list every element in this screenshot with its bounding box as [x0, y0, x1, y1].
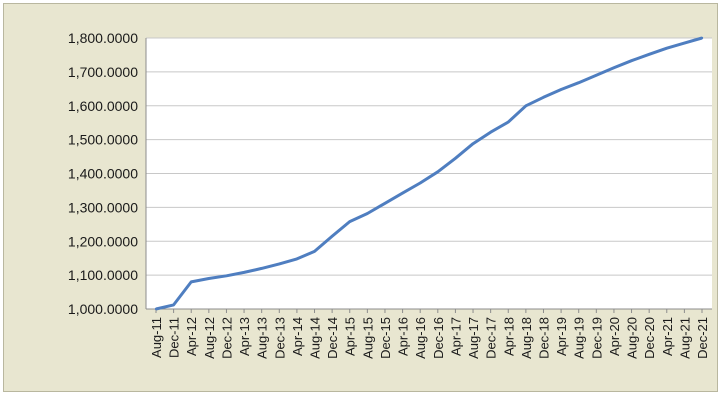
data-point [401, 191, 404, 195]
data-point [489, 130, 492, 134]
y-tick-label: 1,600.0000 [68, 98, 138, 114]
data-point [471, 142, 475, 145]
x-tick-label: Apr-20 [607, 317, 622, 356]
data-point [207, 277, 211, 280]
y-tick-label: 1,300.0000 [68, 199, 138, 215]
y-tick-label: 1,000.0000 [68, 301, 138, 317]
y-tick-label: 1,500.0000 [68, 132, 138, 148]
x-tick-label: Aug-16 [413, 317, 428, 359]
x-tick-label: Apr-17 [448, 317, 463, 356]
data-point [383, 202, 387, 205]
x-tick-label: Dec-19 [589, 317, 604, 359]
y-tick-label: 1,100.0000 [68, 267, 138, 283]
data-point [418, 181, 422, 185]
y-tick-label: 1,700.0000 [68, 64, 138, 80]
x-tick-label: Dec-15 [378, 317, 393, 359]
x-tick-label: Aug-11 [149, 317, 164, 358]
x-tick-label: Dec-13 [272, 317, 287, 359]
x-tick-label: Dec-21 [695, 317, 710, 359]
data-point [330, 234, 334, 238]
x-tick-label: Apr-19 [554, 317, 569, 356]
data-point [524, 104, 528, 107]
data-point [577, 81, 580, 84]
x-tick-label: Aug-12 [202, 317, 217, 359]
data-point [542, 96, 545, 99]
data-point [647, 53, 651, 56]
x-tick-label: Aug-14 [308, 317, 323, 359]
data-point [242, 271, 246, 274]
x-tick-label: Aug-18 [519, 317, 534, 359]
data-point [665, 46, 668, 50]
data-point [278, 262, 281, 266]
x-tick-label: Dec-20 [642, 317, 657, 359]
data-point [700, 36, 704, 40]
y-tick-label: 1,800.0000 [68, 30, 138, 46]
data-point [630, 59, 633, 62]
x-tick-label: Dec-18 [536, 317, 551, 359]
y-tick-label: 1,400.0000 [68, 166, 138, 182]
x-tick-label: Dec-11 [167, 317, 182, 358]
data-point [612, 66, 616, 70]
data-point [190, 280, 193, 284]
x-tick-label: Apr-14 [290, 317, 305, 356]
data-point [313, 250, 316, 253]
data-point [154, 307, 158, 311]
data-point [454, 157, 457, 160]
x-tick-label: Aug-19 [572, 317, 587, 359]
x-tick-label: Dec-12 [219, 317, 234, 359]
x-tick-label: Aug-13 [255, 317, 270, 359]
data-point [172, 303, 175, 307]
data-point [683, 41, 686, 45]
data-point [295, 257, 299, 261]
x-tick-label: Aug-15 [360, 317, 375, 359]
line-chart: 1,000.0000 1,100.0000 1,200.0000 1,300.0000… [68, 30, 712, 359]
chart-frame: 1,000.0000 1,100.0000 1,200.0000 1,300.0000… [3, 3, 718, 392]
x-tick-label: Apr-15 [343, 317, 358, 356]
x-tick-label: Apr-21 [660, 317, 675, 356]
data-point [559, 88, 563, 91]
x-tick-label: Apr-12 [184, 317, 199, 356]
x-tick-label: Dec-17 [484, 317, 499, 359]
data-point [225, 274, 228, 278]
x-tick-label: Dec-16 [431, 317, 446, 359]
data-point [507, 120, 510, 124]
data-point [348, 220, 351, 223]
data-point [436, 170, 440, 174]
x-tick-label: Aug-21 [677, 317, 692, 359]
x-tick-label: Aug-17 [466, 317, 481, 359]
data-point [260, 267, 263, 270]
data-point [366, 212, 369, 215]
data-point [595, 74, 598, 77]
x-tick-label: Apr-13 [237, 317, 252, 356]
x-tick-label: Dec-14 [325, 317, 340, 359]
x-tick-label: Apr-16 [396, 317, 411, 356]
series-line [155, 36, 703, 311]
y-tick-label: 1,200.0000 [68, 233, 138, 249]
x-tick-label: Aug-20 [625, 317, 640, 359]
x-tick-label: Apr-18 [501, 317, 516, 356]
